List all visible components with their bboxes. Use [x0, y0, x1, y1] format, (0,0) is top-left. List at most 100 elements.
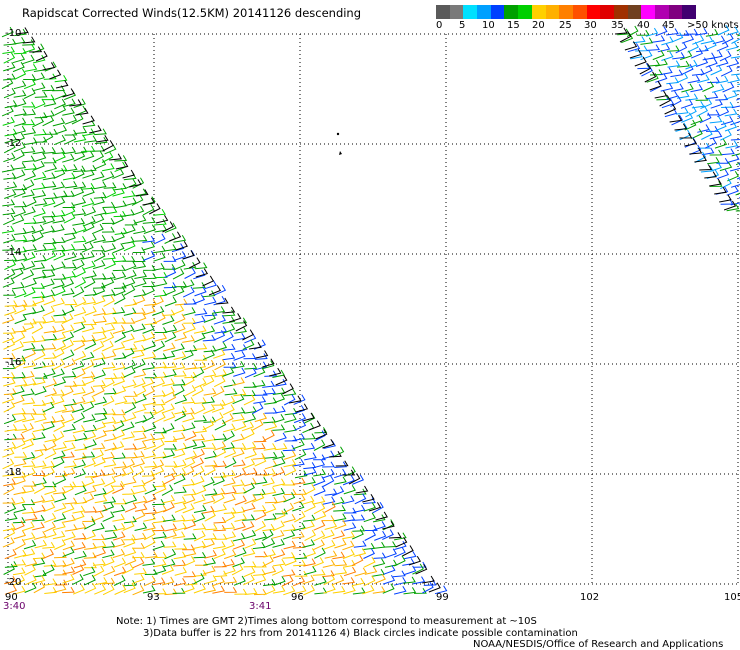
wind-barb — [681, 63, 694, 75]
wind-barb — [144, 407, 158, 414]
wind-barb — [224, 576, 238, 584]
wind-barb — [171, 243, 185, 253]
wind-barb — [273, 406, 286, 414]
wind-barb — [53, 552, 67, 559]
wind-barb — [153, 377, 166, 388]
wind-barb — [254, 361, 268, 371]
wind-barb — [652, 35, 666, 43]
wind-barb — [194, 262, 208, 270]
wind-barb — [213, 561, 227, 568]
wind-barb — [62, 202, 76, 208]
wind-barb — [214, 342, 228, 352]
wind-barb — [161, 484, 174, 496]
wind-barb — [32, 335, 46, 343]
wind-barb — [164, 267, 177, 278]
wind-barb — [719, 194, 732, 203]
wind-barb — [714, 121, 727, 132]
wind-barb — [84, 270, 97, 279]
wind-barb — [63, 146, 77, 155]
wind-barb — [243, 482, 256, 494]
wind-barb — [343, 566, 357, 577]
wind-barb — [163, 411, 176, 422]
wind-barb — [203, 557, 216, 566]
wind-barb — [29, 46, 43, 53]
wind-barb — [143, 285, 155, 297]
wind-barb — [62, 153, 75, 163]
wind-barb — [363, 575, 376, 587]
wind-barb — [203, 313, 216, 323]
wind-barb — [142, 216, 156, 224]
wind-barb — [53, 513, 67, 522]
wind-barb — [725, 140, 739, 149]
wind-barb — [124, 178, 137, 190]
wind-barb — [24, 137, 38, 145]
wind-barb — [639, 63, 652, 75]
wind-barb — [314, 547, 326, 559]
wind-barb — [32, 575, 46, 585]
wind-barb — [183, 323, 196, 334]
wind-barb — [92, 522, 105, 532]
wind-barb — [104, 388, 117, 395]
wind-barb — [34, 152, 47, 162]
wind-barb — [174, 502, 187, 513]
wind-barb — [12, 496, 26, 506]
wind-barb — [54, 404, 68, 414]
wind-barb — [33, 504, 46, 514]
wind-barb — [415, 564, 428, 575]
wind-barb — [84, 518, 96, 530]
wind-barb — [321, 450, 335, 460]
wind-barb — [647, 59, 661, 67]
wind-barb — [213, 349, 226, 359]
wind-barb — [710, 99, 723, 109]
wind-barb — [231, 479, 245, 487]
wind-barb — [254, 509, 267, 521]
wind-barb — [162, 403, 175, 414]
wind-barb — [242, 521, 255, 531]
wind-barb — [73, 459, 86, 469]
wind-barb — [719, 161, 733, 172]
wind-barb — [72, 286, 85, 298]
wind-barb — [63, 398, 77, 407]
wind-barb — [101, 226, 115, 233]
wind-barb — [82, 386, 95, 397]
wind-barb — [63, 205, 76, 217]
wind-barb — [314, 576, 327, 586]
wind-barb — [304, 566, 317, 576]
wind-barb — [173, 385, 185, 397]
wind-barb — [62, 107, 75, 116]
wind-barb — [1, 105, 14, 117]
wind-barb — [203, 387, 217, 396]
wind-barb — [73, 134, 87, 143]
wind-barb — [152, 432, 166, 441]
wind-barb — [203, 403, 216, 415]
wind-barb — [262, 360, 275, 370]
wind-barb — [73, 339, 86, 352]
wind-barb — [223, 511, 236, 523]
wind-barb — [730, 178, 740, 188]
wind-barb — [182, 413, 195, 423]
wind-barb — [332, 586, 346, 594]
wind-barb — [3, 268, 16, 280]
wind-barb — [32, 514, 45, 522]
wind-barb — [333, 513, 347, 522]
wind-barb — [252, 443, 266, 450]
wind-barb — [144, 493, 157, 504]
lat-label: -20 — [5, 577, 22, 588]
wind-barb — [675, 42, 688, 54]
wind-barb — [223, 565, 236, 575]
wind-barb — [163, 386, 175, 398]
wind-barb — [144, 551, 158, 559]
wind-barb — [104, 476, 116, 488]
wind-barb — [243, 353, 257, 360]
wind-barb — [334, 519, 347, 530]
wind-barb — [283, 450, 297, 460]
wind-barb — [2, 46, 16, 54]
wind-barb — [283, 388, 297, 397]
wind-barb — [222, 367, 235, 377]
wind-barb — [124, 219, 138, 226]
wind-barb — [353, 540, 367, 548]
wind-barb — [22, 119, 36, 126]
wind-barb — [152, 296, 164, 307]
wind-barb — [732, 90, 740, 92]
wind-barb — [112, 548, 126, 559]
